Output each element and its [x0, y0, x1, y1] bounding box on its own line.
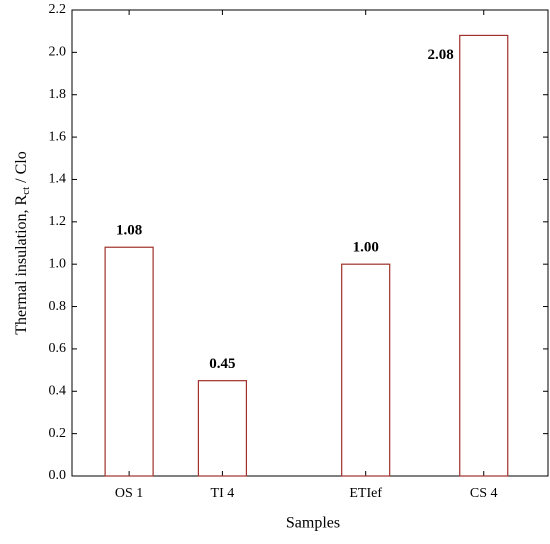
y-tick-label: 1.0	[49, 256, 67, 271]
y-tick-label: 0.0	[49, 468, 67, 483]
bar	[341, 263, 391, 477]
y-axis-title: Thermal insulation, Rct / Clo	[13, 151, 32, 335]
x-tick-label: ETIef	[349, 486, 382, 501]
bar	[459, 34, 509, 477]
y-tick-label: 1.6	[49, 129, 67, 144]
y-axis-title-tail: / Clo	[13, 151, 30, 187]
y-tick-label: 0.8	[49, 299, 67, 314]
x-tick-label: OS 1	[115, 486, 143, 501]
y-tick-label: 1.4	[49, 172, 67, 187]
y-axis-title-main: Thermal insulation, R	[13, 194, 30, 334]
y-tick-label: 1.8	[49, 87, 67, 102]
x-tick-label: CS 4	[470, 486, 498, 501]
y-tick-label: 2.0	[49, 45, 67, 60]
y-tick-label: 1.2	[49, 214, 67, 229]
y-tick-label: 0.2	[49, 426, 67, 441]
value-label: 0.45	[209, 356, 235, 372]
x-tick-label: TI 4	[211, 486, 235, 501]
value-label: 1.00	[353, 240, 379, 256]
y-tick-label: 0.4	[49, 383, 67, 398]
y-tick-label: 0.6	[49, 341, 67, 356]
value-label: 1.08	[116, 223, 142, 239]
value-label: 2.08	[427, 47, 453, 63]
x-axis-title: Samples	[286, 515, 340, 532]
bar	[197, 380, 248, 477]
plot-frame	[71, 9, 549, 477]
y-axis-title-sub: ct	[20, 187, 32, 195]
y-tick-label: 2.2	[49, 2, 67, 17]
bar	[104, 246, 154, 477]
